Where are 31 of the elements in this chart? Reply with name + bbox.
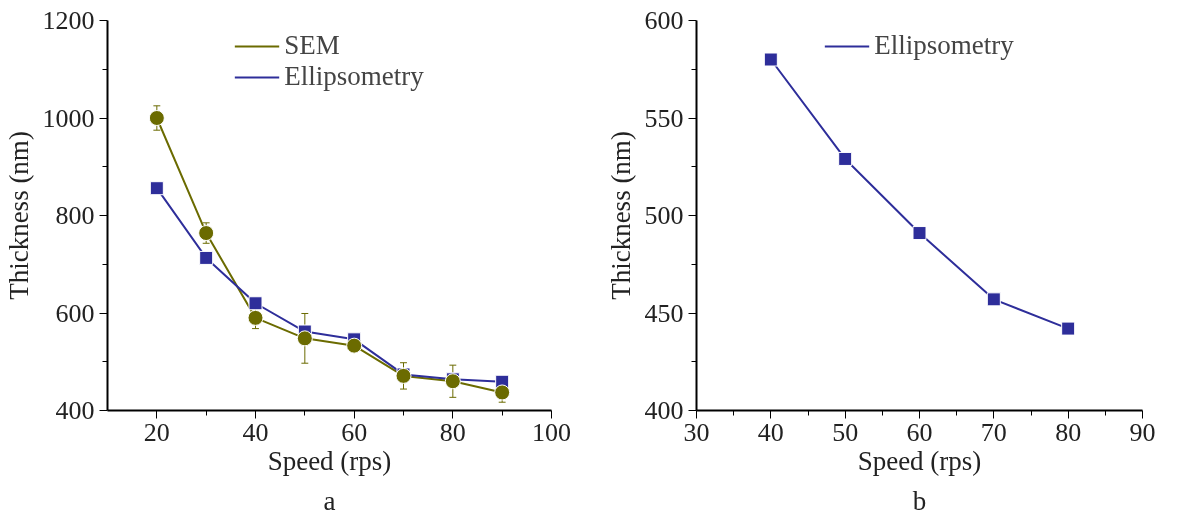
text: b [912, 485, 927, 516]
y-tick-label: 450 [644, 298, 684, 328]
x-tick-label: 30 [683, 417, 710, 447]
x-tick-label: 60 [906, 417, 933, 447]
x-axis-title: Speed (rps) [267, 445, 392, 476]
y-tick-label: 550 [644, 103, 684, 133]
y-tick-label: 400 [644, 396, 684, 425]
y-tick-label: 600 [644, 6, 684, 35]
x-tick-label: 70 [980, 417, 1007, 447]
x-tick-label: 60 [341, 417, 368, 447]
x-tick-label: 90 [1129, 417, 1156, 447]
x-tick-label: 100 [532, 417, 571, 447]
x-axis-title: Speed (rps) [857, 445, 982, 476]
y-axis-title: Thickness (nm) [3, 131, 34, 300]
y-tick-label: 600 [55, 298, 95, 328]
legend-label: Ellipsometry [284, 61, 424, 92]
y-tick-label: 800 [55, 201, 95, 230]
legend-label: SEM [284, 30, 340, 61]
y-tick-label: 400 [55, 396, 95, 425]
y-tick-label: 1000 [42, 103, 95, 133]
x-tick-label: 20 [143, 417, 170, 447]
text: a [323, 485, 336, 516]
x-tick-label: 80 [439, 417, 466, 447]
y-tick-label: 1200 [42, 6, 95, 35]
x-tick-label: 50 [832, 417, 859, 447]
legend-label: Ellipsometry [874, 30, 1014, 61]
y-tick-label: 500 [644, 201, 684, 230]
x-tick-label: 40 [242, 417, 269, 447]
x-tick-label: 40 [757, 417, 784, 447]
y-axis-title: Thickness (nm) [605, 131, 636, 300]
x-tick-label: 80 [1055, 417, 1082, 447]
